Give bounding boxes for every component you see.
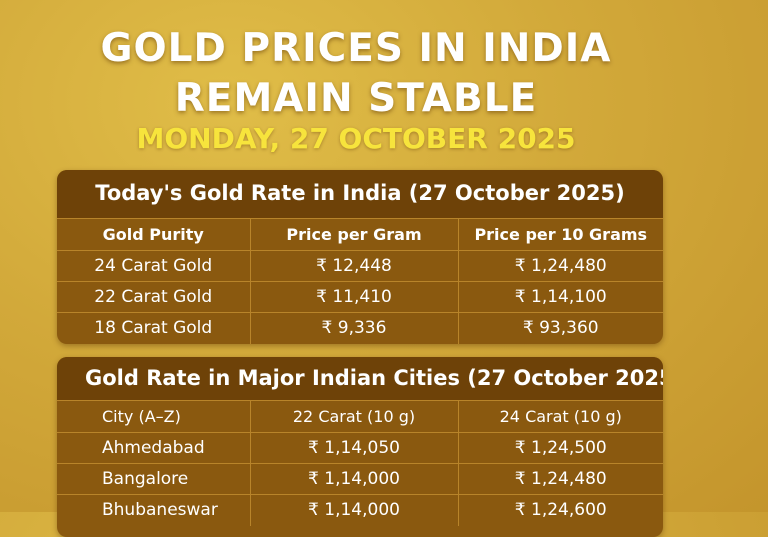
cell: ₹ 1,24,600 bbox=[457, 494, 663, 526]
cell: 24 Carat Gold bbox=[57, 250, 250, 282]
column-header: City (A–Z) bbox=[57, 400, 250, 433]
headline-line-2: REMAIN STABLE bbox=[174, 76, 538, 121]
cell: ₹ 1,24,480 bbox=[457, 250, 663, 282]
city-rate-table: Gold Rate in Major Indian Cities (27 Oct… bbox=[57, 357, 663, 537]
column-header: 24 Carat (10 g) bbox=[457, 400, 663, 433]
column-header: 22 Carat (10 g) bbox=[249, 400, 458, 433]
cell: Bhubaneswar bbox=[57, 494, 250, 526]
table-row: Ahmedabad ₹ 1,14,050 ₹ 1,24,500 bbox=[57, 432, 663, 464]
cell: 18 Carat Gold bbox=[57, 312, 250, 344]
table-header-row: Gold Purity Price per Gram Price per 10 … bbox=[57, 218, 663, 251]
column-header: Gold Purity bbox=[57, 218, 250, 251]
cell: Ahmedabad bbox=[57, 432, 250, 464]
cell: ₹ 11,410 bbox=[249, 281, 458, 313]
table-row: 22 Carat Gold ₹ 11,410 ₹ 1,14,100 bbox=[57, 281, 663, 313]
table-row: Bangalore ₹ 1,14,000 ₹ 1,24,480 bbox=[57, 463, 663, 495]
cell: ₹ 1,14,000 bbox=[249, 494, 458, 526]
cell: ₹ 1,14,000 bbox=[249, 463, 458, 495]
cell: ₹ 12,448 bbox=[249, 250, 458, 282]
table-title: Gold Rate in Major Indian Cities (27 Oct… bbox=[57, 357, 663, 400]
purity-rate-table: Today's Gold Rate in India (27 October 2… bbox=[57, 170, 663, 344]
cell: ₹ 1,24,500 bbox=[457, 432, 663, 464]
cell: ₹ 1,14,050 bbox=[249, 432, 458, 464]
table-title: Today's Gold Rate in India (27 October 2… bbox=[57, 170, 663, 218]
table-row: Bhubaneswar ₹ 1,14,000 ₹ 1,24,600 bbox=[57, 494, 663, 526]
cell: ₹ 1,24,480 bbox=[457, 463, 663, 495]
column-header: Price per Gram bbox=[249, 218, 458, 251]
cell: Bangalore bbox=[57, 463, 250, 495]
table-header-row: City (A–Z) 22 Carat (10 g) 24 Carat (10 … bbox=[57, 400, 663, 433]
column-header: Price per 10 Grams bbox=[457, 218, 663, 251]
cell: 22 Carat Gold bbox=[57, 281, 250, 313]
table-row: 18 Carat Gold ₹ 9,336 ₹ 93,360 bbox=[57, 312, 663, 344]
headline-line-1: GOLD PRICES IN INDIA bbox=[100, 26, 612, 71]
cell: ₹ 1,14,100 bbox=[457, 281, 663, 313]
date-subtitle: MONDAY, 27 OCTOBER 2025 bbox=[136, 122, 576, 155]
cell: ₹ 9,336 bbox=[249, 312, 458, 344]
cell: ₹ 93,360 bbox=[457, 312, 663, 344]
table-row: 24 Carat Gold ₹ 12,448 ₹ 1,24,480 bbox=[57, 250, 663, 282]
